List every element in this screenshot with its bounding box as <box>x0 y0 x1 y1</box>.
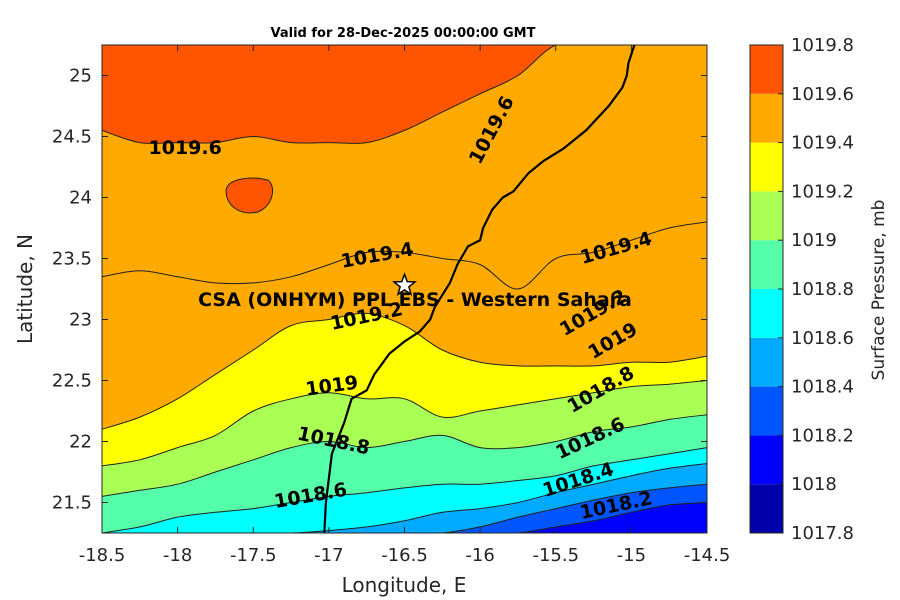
y-axis: 21.5 22 22.5 23 23.5 24 24.5 25 <box>52 66 707 514</box>
y-axis-label: Latitude, N <box>13 234 37 344</box>
site-label: CSA (ONHYM) PPL EBS - Western Sahara <box>198 289 632 311</box>
colorbar-swatch-1019-4 <box>750 93 783 143</box>
y-tick-label: 24.5 <box>52 127 92 148</box>
x-tick-label: -15 <box>617 545 646 566</box>
y-tick-label: 22 <box>69 432 92 453</box>
x-tick-label: -18 <box>163 545 192 566</box>
x-tick-label: -15.5 <box>532 545 579 566</box>
colorbar-tick-label: 1018.4 <box>791 377 854 398</box>
x-tick-label: -17 <box>314 545 343 566</box>
colorbar-swatch-1018-6 <box>750 289 783 338</box>
colorbar-label: Surface Pressure, mb <box>869 200 889 381</box>
contour-line-1019 <box>102 312 707 430</box>
colorbar-swatch-1018-2 <box>750 386 783 436</box>
chart-title: Valid for 28-Dec-2025 00:00:00 GMT <box>271 26 536 41</box>
colorbar-tick-label: 1019.6 <box>791 84 854 105</box>
x-tick-label: -14.5 <box>684 545 731 566</box>
colorbar: 1017.8 1018 1018.2 1018.4 1018.6 1018.8 1019 10… <box>749 35 854 544</box>
y-tick-label: 21.5 <box>52 493 92 514</box>
y-tick-label: 23.5 <box>52 249 92 270</box>
colorbar-swatch-1017-8 <box>750 484 783 533</box>
band-below-1018 <box>102 484 707 533</box>
colorbar-tick-label: 1019.2 <box>791 181 854 202</box>
colorbar-tick-label: 1018.8 <box>791 279 854 300</box>
x-tick-label: -17.5 <box>230 545 277 566</box>
coastline <box>323 45 636 533</box>
contour-label-1019-6: 1019.6 <box>149 137 222 159</box>
colorbar-tick-label: 1018.2 <box>791 425 854 446</box>
y-tick-label: 25 <box>69 66 92 87</box>
colorbar-swatch-1019-6 <box>750 45 783 94</box>
y-tick-label: 22.5 <box>52 371 92 392</box>
contour-line-1018-6 <box>102 414 707 497</box>
bands-layer <box>102 45 707 533</box>
y-tick-label: 24 <box>69 188 92 209</box>
x-tick-label: -18.5 <box>79 545 126 566</box>
contour-line-1017-8 <box>102 502 707 533</box>
site-star-icon <box>391 272 418 296</box>
x-tick-label: -16 <box>465 545 494 566</box>
contour-line-1018-4 <box>102 447 707 533</box>
band-above-1019-4 <box>102 45 707 144</box>
x-axis-label: Longitude, E <box>342 573 467 597</box>
colorbar-tick-label: 1018 <box>791 474 837 495</box>
colorbar-swatch-1018-4 <box>750 337 783 387</box>
colorbar-swatch-1019 <box>750 191 783 241</box>
colorbar-tick-label: 1018.6 <box>791 328 854 349</box>
band-below-1017-8 <box>102 502 707 533</box>
contour-line-1018-2 <box>102 463 707 533</box>
pressure-cell-1019-6 <box>225 177 274 214</box>
contour-line-1019-4 <box>102 45 707 144</box>
colorbar-swatch-1018-8 <box>750 240 783 289</box>
colorbar-swatch-1018 <box>750 435 783 485</box>
site-marker-group: CSA (ONHYM) PPL EBS - Western Sahara <box>198 272 632 311</box>
contour-line-1018-8 <box>102 380 707 467</box>
colorbar-tick-label: 1017.8 <box>791 523 854 544</box>
contour-line-1019-2 <box>102 221 707 290</box>
colorbar-tick-label: 1019 <box>791 230 837 251</box>
colorbar-tick-label: 1019.8 <box>791 35 854 56</box>
x-tick-label: -16.5 <box>381 545 428 566</box>
colorbar-swatch-1019-2 <box>750 142 783 192</box>
contour-lines-layer <box>102 45 707 533</box>
contour-line-1018 <box>102 483 707 533</box>
plot-area <box>102 45 707 533</box>
colorbar-tick-label: 1019.4 <box>791 133 854 154</box>
x-axis: -18.5 -18 -17.5 -17 -16.5 -16 -15.5 -15 -14.5 <box>79 45 731 566</box>
y-tick-label: 23 <box>69 310 92 331</box>
